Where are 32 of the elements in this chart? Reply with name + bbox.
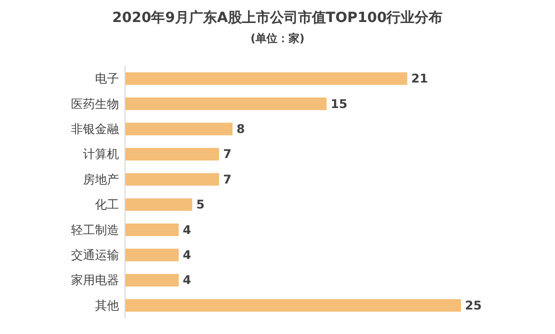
data-label: 4 [182,222,192,237]
y-tick-label: 房地产 [83,172,119,186]
data-label: 7 [223,172,232,186]
chart-title: 2020年9月广东A股上市公司市值TOP100行业分布 [112,9,443,26]
y-tick-label: 计算机 [83,147,119,162]
bar [125,274,179,286]
data-label: 8 [236,122,245,136]
y-tick-label: 家用电器 [71,273,119,288]
bar [125,299,461,312]
y-tick-label: 电子 [95,72,119,86]
data-label: 25 [465,298,482,312]
y-tick-label: 医药生物 [71,96,119,111]
bar [125,173,220,186]
bar [125,248,179,262]
y-tick-label: 非银金融 [71,122,119,136]
y-tick-label: 化工 [95,198,119,212]
bar [125,198,192,211]
y-tick-label: 交通运输 [71,248,119,262]
chart-subtitle: (单位：家) [250,32,305,45]
bar [125,224,179,236]
bar [125,72,408,85]
y-tick-label: 轻工制造 [71,222,119,237]
bar [125,148,220,160]
bar [125,98,327,110]
y-tick-label: 其他 [95,298,119,312]
data-label: 21 [411,72,428,86]
data-label: 15 [330,96,348,111]
bar [125,122,233,136]
data-label: 7 [223,147,232,162]
data-label: 5 [196,198,205,212]
data-label: 4 [182,273,192,288]
data-label: 4 [182,248,192,262]
